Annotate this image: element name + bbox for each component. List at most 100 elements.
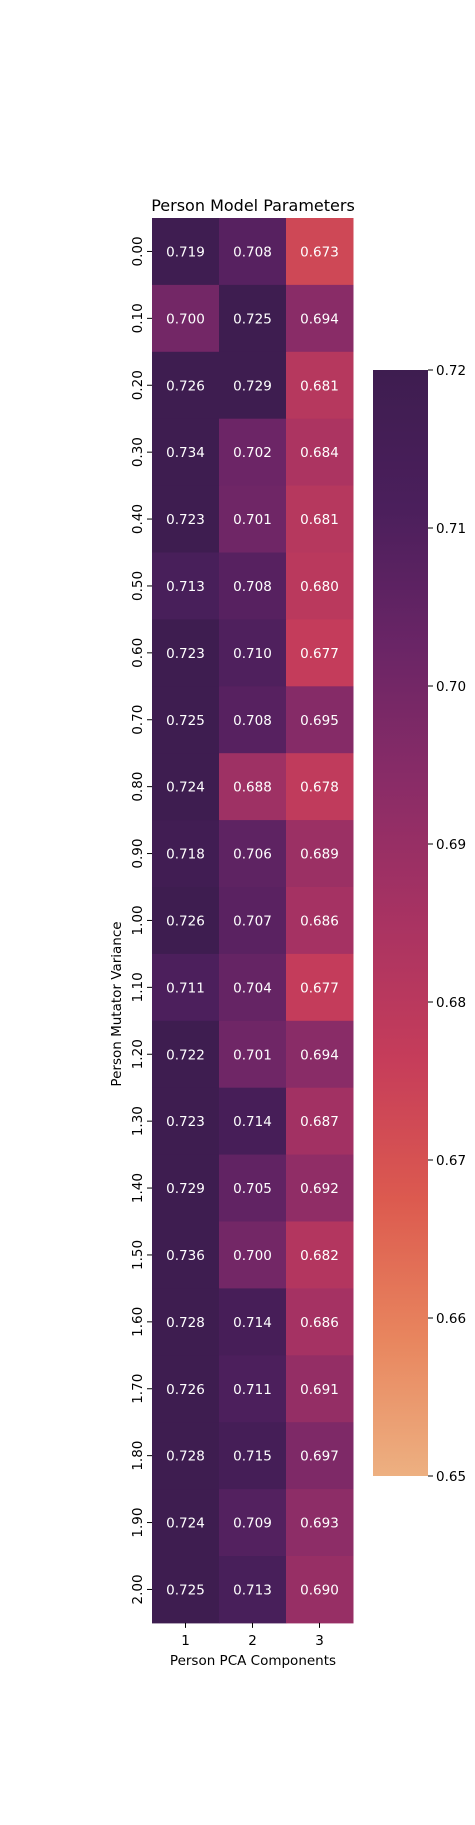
heatmap-cell: [286, 953, 354, 1022]
colorbar-tick-label: 0.68: [436, 995, 466, 1011]
cell-value-label: 0.690: [300, 1582, 339, 1598]
chart-title: Person Model Parameters: [151, 196, 355, 215]
heatmap-cell: [286, 1422, 354, 1490]
cell-value-label: 0.723: [166, 1114, 205, 1130]
y-tick-label: 0.90: [130, 839, 146, 869]
heatmap-cell: [152, 1154, 220, 1222]
heatmap-cell: [219, 418, 287, 487]
cell-value-label: 0.708: [233, 713, 272, 729]
cell-value-label: 0.697: [300, 1449, 339, 1465]
y-tick-label: 1.50: [130, 1240, 146, 1270]
heatmap-cell: [286, 753, 354, 821]
cell-value-label: 0.701: [233, 512, 272, 528]
heatmap-cell: [152, 1020, 220, 1089]
heatmap-cell: [286, 1355, 354, 1423]
y-axis-label: Person Mutator Variance: [109, 921, 125, 1086]
cell-value-label: 0.708: [233, 244, 272, 260]
cell-value-label: 0.718: [166, 847, 205, 863]
colorbar-tick-label: 0.67: [436, 1153, 466, 1169]
heatmap-cell: [219, 1087, 287, 1156]
y-tick-label: 0.50: [130, 571, 146, 601]
cell-value-label: 0.723: [166, 646, 205, 662]
cell-value-label: 0.713: [233, 1582, 272, 1598]
cell-value-label: 0.708: [233, 579, 272, 595]
heatmap-cell: [286, 418, 354, 487]
cell-value-label: 0.681: [300, 378, 339, 394]
heatmap-cell: [219, 1489, 287, 1557]
x-axis-label: Person PCA Components: [170, 1653, 336, 1669]
cell-value-label: 0.725: [166, 713, 205, 729]
cell-value-label: 0.728: [166, 1449, 205, 1465]
heatmap-cell: [219, 1355, 287, 1423]
y-tick-label: 0.70: [130, 705, 146, 735]
cell-value-label: 0.728: [166, 1315, 205, 1331]
cell-value-label: 0.722: [166, 1047, 205, 1063]
cell-value-label: 0.680: [300, 579, 339, 595]
cell-value-label: 0.707: [233, 913, 272, 929]
heatmap-cell: [152, 418, 220, 487]
cell-value-label: 0.726: [166, 1382, 205, 1398]
cell-value-label: 0.695: [300, 713, 339, 729]
cell-value-label: 0.710: [233, 646, 272, 662]
cell-value-label: 0.704: [233, 980, 272, 996]
heatmap-cell: [286, 1087, 354, 1156]
y-tick-label: 0.20: [130, 370, 146, 400]
heatmap-cell: [152, 1087, 220, 1156]
heatmap-cell: [219, 820, 287, 888]
y-tick-label: 0.60: [130, 638, 146, 668]
heatmap-cell: [219, 1154, 287, 1222]
cell-value-label: 0.713: [166, 579, 205, 595]
heatmap-cell: [219, 1020, 287, 1089]
x-tick-label: 1: [181, 1633, 190, 1649]
heatmap-cell: [219, 1556, 287, 1624]
y-tick-label: 1.90: [130, 1508, 146, 1538]
y-tick-label: 1.60: [130, 1307, 146, 1337]
cell-value-label: 0.734: [166, 445, 205, 461]
cell-value-label: 0.673: [300, 244, 339, 260]
heatmap-cell: [286, 1221, 354, 1289]
cell-value-label: 0.719: [166, 244, 205, 260]
x-tick-label: 2: [248, 1633, 257, 1649]
y-tick-label: 0.40: [130, 504, 146, 534]
cell-value-label: 0.701: [233, 1047, 272, 1063]
cell-value-label: 0.688: [233, 780, 272, 796]
y-tick-label: 1.20: [130, 1039, 146, 1069]
heatmap-cell: [219, 1221, 287, 1289]
y-tick-label: 1.70: [130, 1374, 146, 1404]
heatmap-cell: [152, 753, 220, 821]
heatmap-cell: [152, 284, 220, 353]
colorbar-tick-label: 0.69: [436, 837, 466, 853]
heatmap-cell: [219, 686, 287, 754]
cell-value-label: 0.729: [166, 1181, 205, 1197]
y-tick-label: 1.40: [130, 1173, 146, 1203]
heatmap-cell: [152, 1355, 220, 1423]
heatmap-cell: [152, 552, 220, 620]
heatmap-cell: [219, 552, 287, 620]
cell-value-label: 0.689: [300, 847, 339, 863]
cell-value-label: 0.723: [166, 512, 205, 528]
cell-value-label: 0.684: [300, 445, 339, 461]
heatmap-cell: [219, 351, 287, 420]
heatmap-cell: [152, 887, 220, 955]
cell-value-label: 0.691: [300, 1382, 339, 1398]
cell-value-label: 0.682: [300, 1248, 339, 1264]
y-tick-label: 0.80: [130, 772, 146, 802]
cell-value-label: 0.686: [300, 913, 339, 929]
heatmap-cell: [152, 1556, 220, 1624]
heatmap-cell: [286, 887, 354, 955]
heatmap-cell: [286, 552, 354, 620]
heatmap-cell: [286, 1020, 354, 1089]
heatmap-cell: [152, 485, 220, 553]
heatmap-cell: [286, 284, 354, 353]
heatmap-cell: [219, 887, 287, 955]
heatmap-cell: [152, 953, 220, 1022]
cell-value-label: 0.681: [300, 512, 339, 528]
heatmap-cell: [219, 753, 287, 821]
cell-value-label: 0.694: [300, 1047, 339, 1063]
heatmap-cell: [286, 218, 354, 286]
x-axis-ticks: 1 2 3: [181, 1622, 324, 1649]
y-tick-label: 2.00: [130, 1574, 146, 1604]
cell-value-label: 0.715: [233, 1449, 272, 1465]
heatmap-cell: [286, 485, 354, 553]
cell-value-label: 0.694: [300, 311, 339, 327]
